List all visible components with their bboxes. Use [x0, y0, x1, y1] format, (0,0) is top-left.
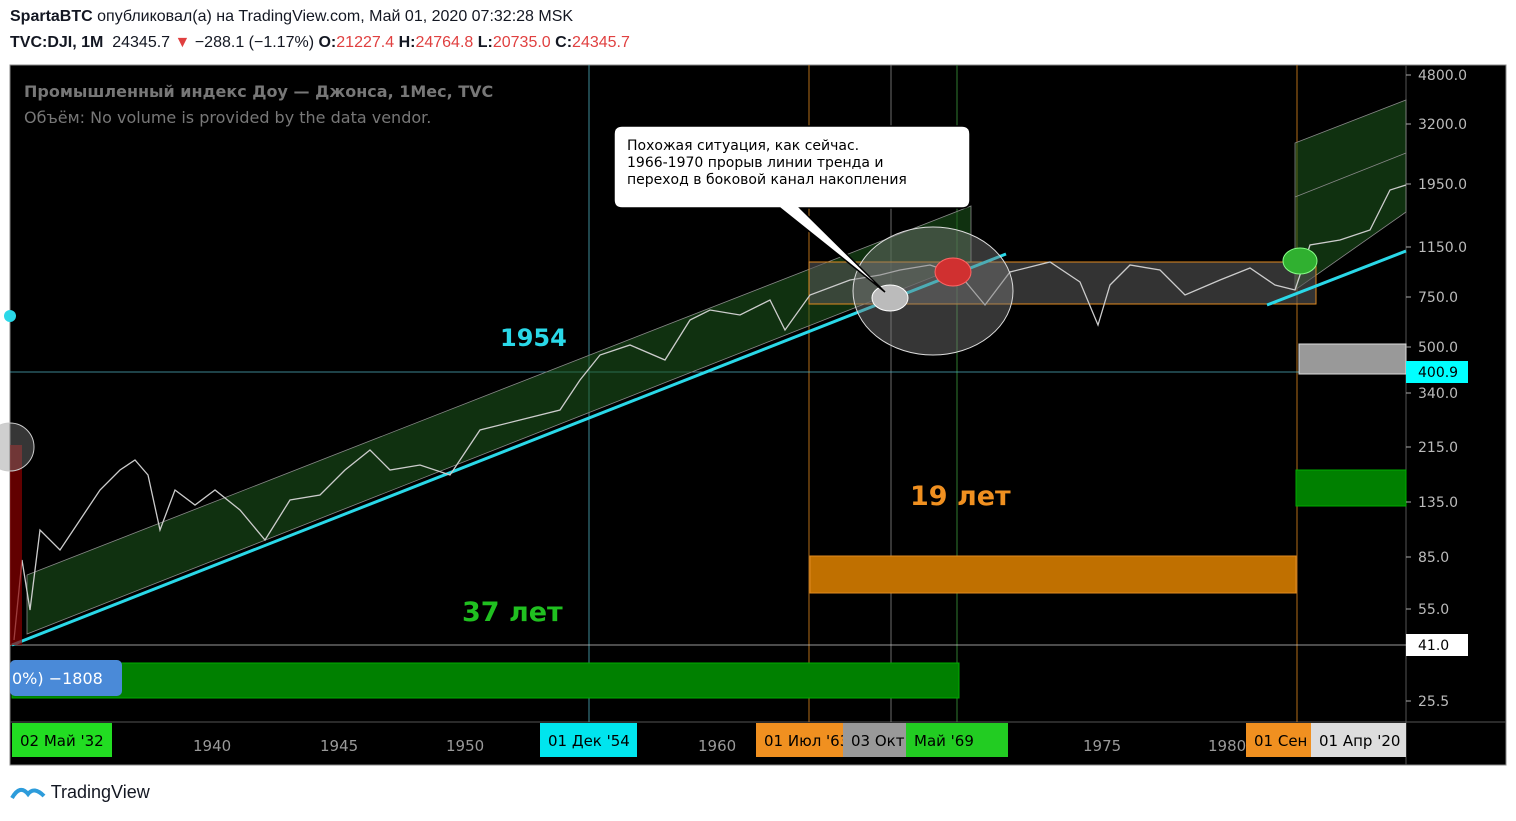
price-label: 25.5 [1418, 694, 1449, 710]
price-label: 215.0 [1418, 440, 1458, 456]
highlight-ellipse [852, 226, 1014, 356]
time-badge-label: 01 Апр '20 [1319, 732, 1400, 750]
axes: 4800.0 3200.0 1950.0 1150.0 750.0 500.0 340.0 2… [12, 68, 1468, 757]
callout-line: 1966-1970 прорыв линии тренда и [627, 155, 883, 171]
measure-badge [10, 660, 122, 696]
time-badge-label: Май '69 [914, 732, 974, 750]
legend-title: Промышленный индекс Доу — Джонса, 1Мес, … [24, 82, 493, 101]
time-badge [756, 723, 844, 757]
published: опубликовал(а) на TradingView.com, Май 0… [97, 8, 574, 25]
callout-line: Похожая ситуация, как сейчас. [627, 138, 859, 154]
annotation: 19 лет [910, 481, 1011, 512]
time-badge [843, 723, 907, 757]
volume-note: Объём: No volume is provided by the data… [24, 108, 431, 127]
time-label: 1950 [446, 737, 484, 755]
annotation: 37 лет [462, 597, 563, 628]
time-badge [1246, 723, 1312, 757]
time-label: 1975 [1083, 737, 1121, 755]
price-label: 1150.0 [1418, 240, 1467, 256]
price-label: 340.0 [1418, 386, 1458, 402]
time-badge-label: 02 Май '32 [20, 732, 104, 750]
l-label: L: [477, 34, 493, 51]
box [1298, 343, 1407, 375]
price-label: 500.0 [1418, 340, 1458, 356]
circle [0, 422, 35, 472]
box [809, 555, 1297, 594]
price: 24345.7 [112, 34, 171, 51]
ohlc-line: TVC:DJI, 1M 24345.7 ▼ −288.1 (−1.17%) O:… [10, 34, 630, 52]
c-label: C: [555, 34, 573, 51]
price-label: 135.0 [1418, 495, 1458, 511]
time-badge-label: 01 Дек '54 [548, 732, 630, 750]
marker [934, 257, 972, 287]
change: −288.1 (−1.17%) [194, 34, 315, 51]
price-badge-label: 41.0 [1418, 638, 1449, 654]
price-badge-label: 400.9 [1418, 365, 1458, 381]
annotation: 1954 [500, 324, 567, 352]
price-label: 750.0 [1418, 290, 1458, 306]
channel-mid [1294, 152, 1407, 198]
time-badge-label: 01 Июл '63 [764, 732, 849, 750]
time-badge [906, 723, 1008, 757]
price-badge [1406, 634, 1468, 656]
price-path [13, 184, 1407, 641]
trend-line [1266, 249, 1407, 307]
brand[interactable]: TradingView [50, 782, 150, 802]
box [10, 445, 22, 645]
dot [4, 310, 16, 322]
price-label: 55.0 [1418, 602, 1449, 618]
price-badge [1406, 361, 1468, 383]
callout-text: Похожая ситуация, как сейчас.1966-1970 п… [627, 138, 907, 188]
price-label: 3200.0 [1418, 117, 1467, 133]
time-badge [540, 723, 637, 757]
measure-text: 0%) −1808 [12, 669, 103, 688]
price-label: 4800.0 [1418, 68, 1467, 84]
time-badge [1311, 723, 1406, 757]
box [1295, 469, 1407, 507]
time-label: 1960 [698, 737, 736, 755]
price-label: 85.0 [1418, 550, 1449, 566]
arrow: ▼ [174, 34, 191, 51]
time-label: 1940 [193, 737, 231, 755]
author[interactable]: SpartaBTC [10, 8, 93, 25]
time-label: 1980 [1208, 737, 1246, 755]
box [11, 662, 960, 699]
marker [871, 284, 909, 312]
c: 24345.7 [572, 34, 630, 51]
h-label: H: [398, 34, 416, 51]
callout [613, 125, 971, 293]
callout-line: переход в боковой канал накопления [627, 172, 907, 188]
h: 24764.8 [415, 34, 474, 51]
o-label: O: [318, 34, 337, 51]
publish-line: SpartaBTC опубликовал(а) на TradingView.… [10, 8, 573, 26]
marker [1282, 247, 1318, 275]
l: 20735.0 [492, 34, 551, 51]
time-label: 1945 [320, 737, 358, 755]
time-badge [12, 723, 112, 757]
o: 21227.4 [336, 34, 395, 51]
price-label: 1950.0 [1418, 177, 1467, 193]
logo [10, 787, 46, 800]
symbol: TVC:DJI, 1M [10, 34, 104, 51]
footer: TradingView [10, 782, 150, 803]
trend-line [11, 252, 1007, 647]
